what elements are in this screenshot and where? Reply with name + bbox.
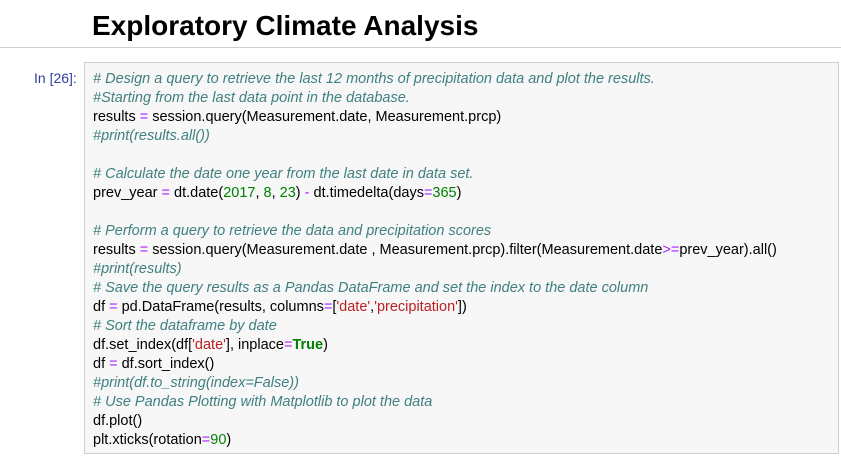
code-line: # Use Pandas Plotting with Matplotlib to… [93,393,838,412]
cell-prompt: In [26]: [34,70,77,86]
code-line: results = session.query(Measurement.date… [93,241,838,260]
code-line: # Design a query to retrieve the last 12… [93,70,838,89]
code-token: 90 [210,432,227,448]
code-token: 365 [432,185,457,201]
code-comment: #Starting from the last data point in th… [93,90,410,106]
code-comment: # Calculate the date one year from the l… [93,166,474,182]
code-line: #print(results) [93,260,838,279]
code-token: dt.date( [169,185,224,201]
code-token: = [109,299,118,315]
code-token: 2017 [223,185,256,201]
code-token: session.query(Measurement.date, Measurem… [148,109,502,125]
code-line: # Save the query results as a Pandas Dat… [93,279,838,298]
code-token: df.set_index(df[ [93,337,193,353]
code-line: # Calculate the date one year from the l… [93,165,838,184]
code-line: df = pd.DataFrame(results, columns=['dat… [93,298,838,317]
code-token: 8 [263,185,272,201]
code-token: = [109,356,118,372]
code-token: , [271,185,280,201]
code-line: #Starting from the last data point in th… [93,89,838,108]
code-token: ) [226,432,232,448]
code-comment: #print(results) [93,261,182,277]
code-token: df.sort_index() [117,356,215,372]
code-token: [ [332,299,337,315]
code-token: = [283,337,293,353]
code-token: ) [295,185,305,201]
code-comment: # Sort the dataframe by date [93,318,277,334]
code-line: df.set_index(df['date'], inplace=True) [93,336,838,355]
code-line: results = session.query(Measurement.date… [93,108,838,127]
code-token: = [139,109,149,125]
code-comment: # Use Pandas Plotting with Matplotlib to… [93,394,433,410]
code-line: prev_year = dt.date(2017, 8, 23) - dt.ti… [93,184,838,203]
code-token: , [370,299,375,315]
code-comment: # Save the query results as a Pandas Dat… [93,280,649,296]
code-token: = [323,299,333,315]
code-token: df [93,356,110,372]
code-token: True [292,337,324,353]
code-token: prev_year [93,185,162,201]
code-line: plt.xticks(rotation=90) [93,431,838,450]
code-line: # Sort the dataframe by date [93,317,838,336]
code-token: ) [323,337,328,353]
code-token: prev_year).all() [679,242,777,258]
code-token: = [139,242,149,258]
code-line [93,146,838,165]
code-token: results [93,109,140,125]
code-line: df.plot() [93,412,838,431]
code-token: = [161,185,170,201]
section-heading: Exploratory Climate Analysis [92,10,479,41]
code-token: = [201,432,211,448]
code-token: ], inplace [225,337,284,353]
code-comment: #print(df.to_string(index=False)) [93,375,299,391]
code-token: df [93,299,110,315]
code-token: 23 [279,185,296,201]
code-cell-editor[interactable]: # Design a query to retrieve the last 12… [84,62,839,454]
code-token: results [93,242,140,258]
code-comment: #print(results.all()) [93,128,210,144]
code-token: pd.DataFrame(results, columns [117,299,324,315]
code-token: plt.xticks(rotation [93,432,202,448]
code-line: #print(df.to_string(index=False)) [93,374,838,393]
code-token: 'date' [192,337,226,353]
code-token: ]) [457,299,467,315]
code-token: , [255,185,264,201]
code-token: session.query(Measurement.date , Measure… [148,242,663,258]
code-line: # Perform a query to retrieve the data a… [93,222,838,241]
markdown-cell[interactable]: Exploratory Climate Analysis [0,0,841,54]
code-line: df = df.sort_index() [93,355,838,374]
code-token: dt.timedelta(days [309,185,424,201]
code-line [93,203,838,222]
code-comment: # Design a query to retrieve the last 12… [93,71,655,87]
code-token: 'date' [336,299,371,315]
code-token: ) [456,185,462,201]
code-comment: # Perform a query to retrieve the data a… [93,223,492,239]
code-line: #print(results.all()) [93,127,838,146]
code-token: 'precipitation' [374,299,458,315]
code-token: >= [662,242,680,258]
code-token: df.plot() [93,413,143,429]
code-token: - [304,185,310,201]
heading-divider [0,47,841,48]
code-token: = [423,185,433,201]
